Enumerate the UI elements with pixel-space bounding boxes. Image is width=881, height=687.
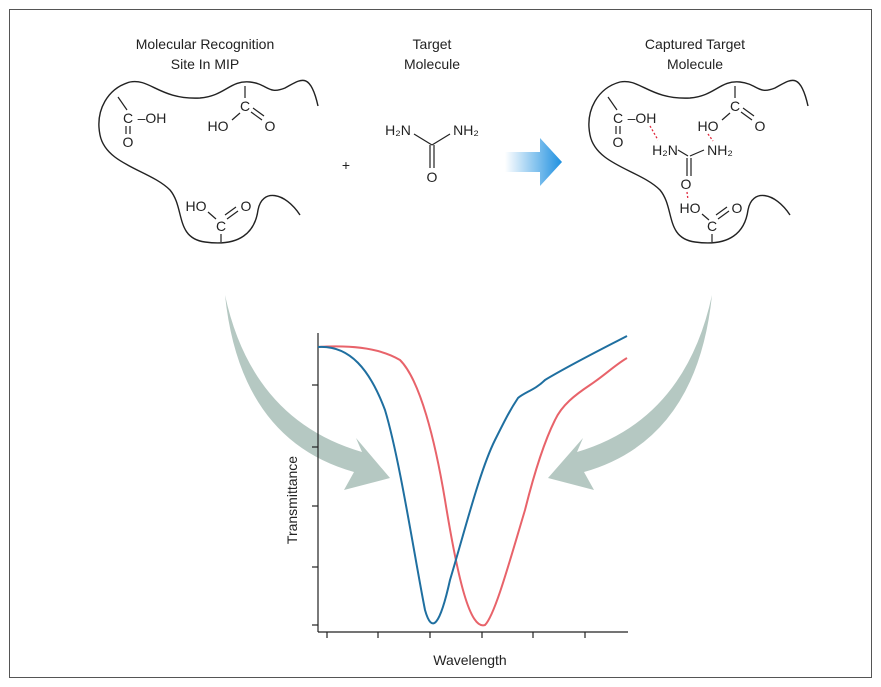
- frame: [9, 9, 872, 678]
- spectrum-plot: Transmittance Wavelength: [284, 333, 628, 668]
- bond: [231, 112, 241, 121]
- bond: [252, 107, 265, 117]
- bond: [607, 96, 618, 111]
- atom: –OH: [138, 110, 167, 126]
- site-outline: [588, 79, 809, 244]
- atom: C: [707, 218, 717, 234]
- atom: C: [216, 218, 226, 234]
- atom: O: [681, 176, 692, 192]
- bond: [117, 96, 128, 111]
- target-molecule: H₂N NH₂ O: [385, 122, 479, 185]
- hydrogen-bond: [649, 125, 659, 141]
- atom: C: [613, 110, 623, 126]
- mip-curve: [317, 335, 628, 625]
- atom: C: [123, 110, 133, 126]
- bond: [717, 210, 730, 220]
- title: Molecule: [667, 56, 723, 72]
- atom: C: [240, 98, 250, 114]
- mip-site: C –OH O HO C O HO C O: [98, 79, 319, 244]
- atom: O: [123, 134, 134, 150]
- title: Captured Target: [645, 36, 745, 52]
- plus-sign: +: [342, 157, 350, 173]
- atom: HO: [208, 118, 229, 134]
- title: Target: [413, 36, 452, 52]
- bond: [721, 112, 731, 121]
- atom: O: [265, 118, 276, 134]
- title: Molecular Recognition: [136, 36, 275, 52]
- atom: O: [427, 169, 438, 185]
- title: Molecule: [404, 56, 460, 72]
- atom: O: [732, 200, 743, 216]
- bond: [742, 107, 755, 117]
- atom: HO: [680, 200, 701, 216]
- atom: HO: [698, 118, 719, 134]
- atom: O: [241, 198, 252, 214]
- atom: H₂N: [385, 122, 411, 138]
- bond: [413, 133, 433, 146]
- site-outline: [98, 79, 319, 244]
- hydrogen-bond: [707, 133, 714, 142]
- title: Site In MIP: [171, 56, 239, 72]
- bond: [250, 111, 263, 121]
- atom: H₂N: [652, 142, 678, 158]
- atom: O: [755, 118, 766, 134]
- bond: [226, 210, 239, 220]
- flow-arrow: [548, 295, 712, 490]
- bond: [431, 133, 451, 146]
- hydrogen-bond: [686, 191, 689, 201]
- atom: HO: [186, 198, 207, 214]
- y-ticks: [312, 384, 318, 626]
- y-axis-label: Transmittance: [284, 456, 300, 544]
- atom: NH₂: [453, 122, 479, 138]
- x-axis-label: Wavelength: [433, 652, 506, 668]
- reaction-arrow: [505, 138, 562, 186]
- bond: [701, 213, 710, 221]
- x-ticks: [326, 632, 586, 638]
- flow-arrow: [225, 295, 390, 490]
- captured-curve: [317, 345, 628, 627]
- bond: [689, 149, 705, 157]
- bond: [207, 211, 217, 220]
- atom: O: [613, 134, 624, 150]
- atom: C: [730, 98, 740, 114]
- bond: [715, 206, 728, 216]
- bond: [224, 206, 237, 216]
- atom: –OH: [628, 110, 657, 126]
- atom: NH₂: [707, 142, 733, 158]
- bond: [740, 111, 753, 121]
- captured-site: C –OH O HO C O H₂N NH₂ O HO C O: [588, 79, 809, 244]
- bond: [677, 149, 689, 157]
